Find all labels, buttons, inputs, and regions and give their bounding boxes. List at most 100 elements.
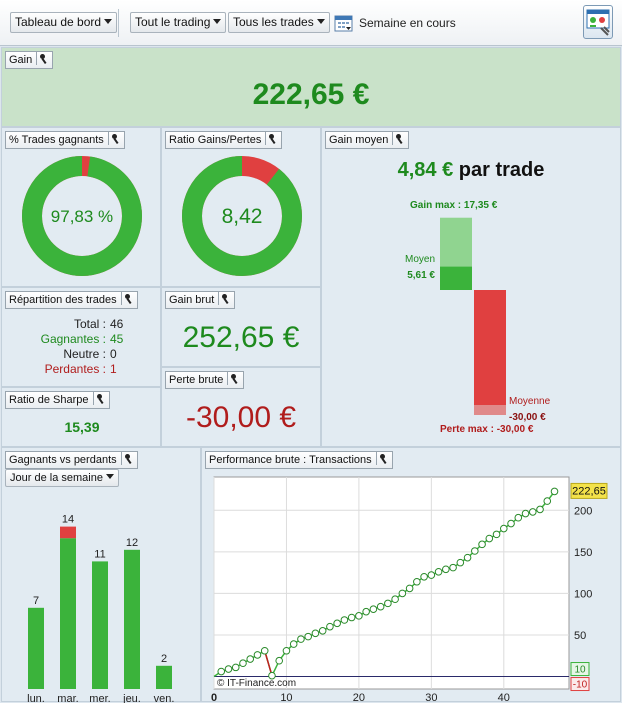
performance-point (275, 656, 284, 665)
period-label: Semaine en cours (359, 16, 456, 30)
trades-dropdown-label: Tous les trades (233, 15, 314, 29)
last-value-badge (570, 482, 608, 499)
distribution-row-value: 46 (110, 317, 124, 331)
bar-category-label: mar. (57, 693, 78, 703)
performance-point (492, 530, 501, 539)
gross-gain-panel-title[interactable]: Gain brut (165, 291, 236, 309)
x-tick-label: 40 (498, 692, 510, 702)
sharpe-panel: Ratio de Sharpe 15,39 (1, 387, 161, 447)
winning-trades-donut: 97,83 % (22, 156, 142, 276)
dashboard-dropdown-label: Tableau de bord (15, 15, 102, 29)
calendar-icon (334, 15, 353, 32)
performance-panel-title[interactable]: Performance brute : Transactions (205, 451, 393, 469)
weekday-dropdown[interactable]: Jour de la semaine (5, 469, 119, 487)
performance-chart: 0 10 20 30 40 50 100 150 200 222,65 10 -10 © IT-Fina… (211, 476, 608, 702)
wrench-icon[interactable] (120, 452, 134, 465)
performance-point (521, 509, 530, 518)
winning-trades-title-text: % Trades gagnants (9, 134, 104, 146)
distribution-row: Neutre : 0 (2, 347, 162, 362)
winning-bar (156, 665, 172, 689)
dashboard-dropdown[interactable]: Tableau de bord (10, 12, 118, 33)
average-gain-headline: 4,84 € par trade (322, 159, 620, 182)
loss-average-bar (474, 290, 506, 405)
band-high-label: 10 (574, 665, 586, 676)
performance-point (289, 640, 298, 648)
x-tick-label: 30 (425, 692, 437, 702)
loss-max-label: Perte max : (440, 424, 494, 435)
y-tick-label: 50 (574, 630, 586, 642)
average-gain-title-text: Gain moyen (329, 134, 389, 146)
ratio-donut: 8,42 (182, 156, 302, 276)
performance-point (550, 487, 559, 496)
gain-panel-title[interactable]: Gain (5, 51, 54, 69)
chevron-down-icon (105, 474, 114, 479)
performance-point (471, 547, 479, 555)
performance-point (304, 632, 312, 641)
performance-point (347, 613, 356, 622)
gross-gain-title-text: Gain brut (169, 294, 215, 306)
band-low-badge (570, 677, 590, 692)
bar-category-label: lun. (27, 693, 45, 703)
performance-point (413, 577, 421, 586)
average-gain-panel-title[interactable]: Gain moyen (325, 131, 410, 149)
winners-losers-panel-title[interactable]: Gagnants vs perdants (5, 451, 138, 469)
distribution-list: Total :46 Gagnantes :45 Neutre :0 Perdantes… (2, 317, 162, 377)
distribution-row-label: Perdantes : (44, 362, 106, 376)
distribution-row-label: Total : (73, 317, 106, 331)
performance-point (405, 584, 414, 593)
loss-max-annotation: Perte max : -30,00 € (440, 424, 534, 435)
y-tick-label: 200 (574, 505, 592, 517)
winning-bar (60, 538, 76, 689)
performance-point (231, 663, 240, 672)
performance-point (456, 558, 465, 567)
bar-total-label: 12 (126, 537, 138, 549)
gain-average-bar (440, 266, 472, 290)
performance-point (333, 619, 341, 628)
average-gain-value: 4,84 € (397, 159, 454, 181)
wrench-icon[interactable] (120, 292, 134, 305)
performance-point (376, 602, 385, 611)
gross-loss-value: -30,00 € (185, 401, 297, 434)
performance-point (253, 651, 262, 659)
performance-point (398, 589, 407, 598)
wrench-icon[interactable] (36, 52, 49, 65)
chevron-down-icon (104, 19, 113, 24)
wrench-icon[interactable] (218, 292, 231, 305)
trading-dropdown[interactable]: Tout le trading (130, 12, 227, 33)
trades-dropdown[interactable]: Tous les trades (228, 12, 330, 33)
wrench-icon[interactable] (92, 392, 106, 405)
average-gain-panel: Gain moyen 4,84 € par trade Gain max : 1… (321, 127, 621, 447)
performance-point (384, 599, 392, 608)
performance-panel: Performance brute : Transactions 0 10 20 30… (201, 447, 621, 702)
performance-point (217, 667, 226, 676)
wrench-icon[interactable] (375, 452, 389, 465)
y-tick-label: 100 (574, 588, 592, 600)
performance-point (340, 616, 349, 624)
gain-max-value: 17,35 € (464, 200, 498, 211)
gross-loss-panel-title[interactable]: Perte brute (165, 371, 245, 389)
wrench-icon[interactable] (265, 132, 278, 145)
gross-loss-title-text: Perte brute (169, 374, 224, 386)
sharpe-value: 15,39 (64, 419, 100, 435)
performance-point (391, 595, 399, 604)
ratio-panel-title[interactable]: Ratio Gains/Pertes (165, 131, 283, 149)
performance-point (485, 534, 494, 543)
band-low-label: -10 (573, 680, 588, 691)
performance-point (239, 659, 247, 668)
distribution-panel-title[interactable]: Répartition des trades (5, 291, 138, 309)
loss-segment (263, 650, 273, 676)
dashboard-settings-button[interactable] (583, 5, 613, 39)
distribution-panel: Répartition des trades Total :46 Gagnante… (1, 287, 161, 387)
performance-point (362, 607, 370, 616)
wrench-icon[interactable] (107, 132, 121, 145)
performance-point (434, 567, 443, 576)
donut-win-arc (22, 156, 142, 276)
distribution-row: Perdantes : 1 (2, 362, 162, 377)
wrench-icon[interactable] (392, 132, 405, 145)
performance-point (543, 497, 552, 505)
winning-trades-panel-title[interactable]: % Trades gagnants (5, 131, 125, 149)
wrench-icon[interactable] (227, 372, 240, 385)
sharpe-panel-title[interactable]: Ratio de Sharpe (5, 391, 110, 409)
winning-bar (28, 607, 44, 689)
donut-win-arc (182, 156, 302, 276)
